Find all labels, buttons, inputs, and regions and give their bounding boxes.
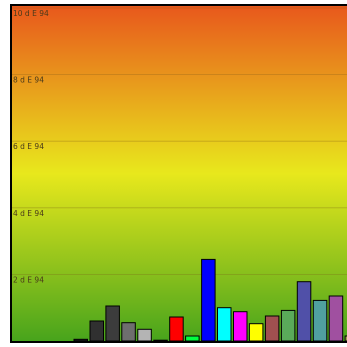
- bar: [217, 307, 232, 341]
- y-tick-label: 8 d E 94: [13, 76, 44, 85]
- bar: [248, 323, 264, 341]
- y-tick-labels: 10 d E 94 8 d E 94 6 d E 94 4 d E 94 2 d E 9…: [13, 9, 49, 284]
- chart-background: [12, 6, 347, 341]
- bar: [312, 299, 328, 341]
- bar: [89, 320, 104, 341]
- y-tick-label: 6 d E 94: [13, 142, 44, 151]
- bar: [73, 338, 88, 341]
- chart-frame: 10 d E 94 8 d E 94 6 d E 94 4 d E 94 2 d E 9…: [10, 4, 347, 343]
- bars: [73, 258, 347, 341]
- bar-chart: 10 d E 94 8 d E 94 6 d E 94 4 d E 94 2 d E 9…: [12, 6, 347, 341]
- bar: [169, 316, 184, 341]
- bar: [264, 315, 280, 341]
- bar: [201, 258, 216, 341]
- bar: [328, 295, 344, 341]
- bar: [121, 322, 136, 341]
- bar: [105, 305, 120, 341]
- bar: [280, 309, 296, 341]
- bar: [233, 311, 248, 341]
- gridlines: [12, 7, 347, 275]
- y-tick-label: 10 d E 94: [13, 9, 49, 18]
- bar: [296, 281, 312, 341]
- bar: [137, 328, 152, 341]
- bar: [153, 339, 168, 341]
- bar: [185, 335, 200, 341]
- y-tick-label: 2 d E 94: [13, 275, 44, 284]
- y-tick-label: 4 d E 94: [13, 209, 44, 218]
- bar: [344, 335, 347, 341]
